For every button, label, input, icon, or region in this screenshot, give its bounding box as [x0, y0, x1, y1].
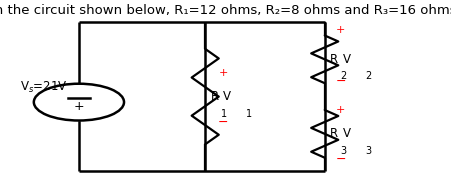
Text: R: R	[211, 90, 219, 103]
Text: −: −	[335, 153, 346, 166]
Text: V: V	[343, 53, 351, 66]
Text: +: +	[336, 25, 345, 35]
Text: V: V	[223, 90, 231, 103]
Text: 1: 1	[246, 109, 252, 118]
Text: R: R	[330, 127, 338, 140]
Circle shape	[34, 84, 124, 121]
Text: −: −	[335, 75, 346, 88]
Text: 3: 3	[365, 146, 372, 156]
Text: V: V	[343, 127, 351, 140]
Text: 2: 2	[341, 71, 347, 81]
Text: −: −	[218, 116, 229, 129]
Text: 1: 1	[221, 109, 227, 118]
Text: +: +	[219, 68, 228, 78]
Text: R: R	[330, 53, 338, 66]
Text: In the circuit shown below, R₁=12 ohms, R₂=8 ohms and R₃=16 ohms.: In the circuit shown below, R₁=12 ohms, …	[0, 4, 451, 17]
Text: 2: 2	[365, 71, 372, 81]
Text: V$_s$=21V: V$_s$=21V	[20, 80, 68, 95]
Text: +: +	[74, 100, 84, 113]
Text: 3: 3	[341, 146, 347, 156]
Text: +: +	[336, 105, 345, 115]
